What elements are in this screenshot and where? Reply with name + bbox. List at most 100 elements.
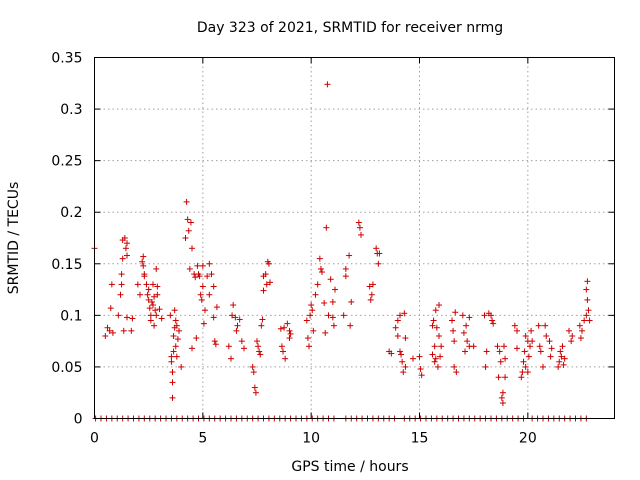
data-point	[306, 343, 312, 350]
data-point	[392, 324, 399, 331]
data-point	[258, 322, 265, 329]
data-point	[518, 374, 525, 381]
data-point	[376, 250, 383, 257]
data-point	[106, 327, 113, 334]
data-point	[197, 291, 204, 298]
data-point	[147, 312, 154, 319]
data-point	[462, 348, 468, 355]
data-point	[398, 351, 405, 358]
data-point	[450, 327, 457, 334]
data-point	[134, 281, 141, 288]
data-point	[418, 372, 425, 379]
data-point	[202, 307, 208, 314]
data-point	[189, 345, 195, 352]
data-point	[489, 317, 496, 324]
data-point	[121, 235, 128, 241]
data-point	[310, 327, 317, 334]
data-point	[168, 353, 175, 360]
data-point	[576, 322, 583, 329]
data-point	[212, 341, 219, 348]
data-point	[193, 335, 200, 342]
data-point	[483, 348, 490, 355]
data-point	[528, 327, 535, 334]
data-point	[566, 327, 572, 334]
data-point	[287, 330, 294, 337]
data-point	[277, 325, 284, 332]
data-point	[232, 314, 239, 321]
data-point	[129, 315, 136, 322]
data-point	[436, 332, 442, 339]
data-point	[122, 245, 129, 252]
data-point	[342, 265, 349, 272]
data-point	[204, 273, 211, 280]
data-point	[141, 273, 148, 280]
data-point	[251, 384, 258, 391]
data-point	[497, 358, 504, 365]
data-point	[211, 338, 218, 345]
data-point	[169, 394, 176, 401]
data-point	[186, 265, 193, 272]
data-point	[139, 258, 146, 265]
data-point	[482, 363, 489, 370]
data-point	[154, 291, 161, 298]
data-point	[281, 324, 288, 331]
data-point	[581, 317, 588, 324]
data-point	[369, 281, 376, 288]
data-point	[178, 363, 185, 370]
data-point	[488, 312, 494, 319]
data-point	[263, 281, 270, 288]
x-tick-label: 5	[198, 431, 207, 447]
data-point	[367, 296, 374, 303]
data-point	[501, 343, 507, 350]
data-point	[584, 278, 591, 285]
data-point	[569, 332, 576, 339]
data-point	[145, 296, 152, 303]
plot-frame	[94, 57, 615, 419]
data-point	[536, 343, 543, 350]
data-point	[397, 348, 403, 355]
y-axis-label: SRMTID / TECUs	[6, 182, 22, 295]
data-point	[463, 322, 470, 329]
data-point	[525, 353, 532, 360]
data-point	[107, 305, 114, 312]
data-point	[481, 312, 488, 319]
data-point	[304, 335, 311, 342]
data-point	[262, 271, 269, 278]
data-point	[417, 365, 424, 372]
data-point	[119, 255, 126, 262]
data-point	[402, 363, 409, 370]
data-point	[546, 338, 553, 345]
data-point	[120, 327, 127, 334]
data-point	[453, 369, 460, 376]
data-point	[140, 262, 147, 269]
data-point	[584, 296, 591, 303]
data-point	[167, 312, 174, 319]
data-point	[150, 302, 156, 309]
data-point	[169, 369, 176, 376]
y-tick-label: 0.05	[51, 360, 82, 376]
data-point	[150, 281, 156, 288]
data-point	[323, 224, 330, 231]
y-tick-label: 0.25	[51, 154, 82, 170]
data-point	[449, 317, 455, 324]
data-point	[340, 312, 347, 319]
data-point	[543, 332, 550, 339]
data-point	[117, 291, 124, 298]
data-point	[388, 350, 395, 357]
data-point	[452, 309, 459, 316]
data-point	[286, 327, 293, 334]
data-point	[555, 363, 562, 370]
data-point	[401, 310, 408, 317]
data-point	[254, 338, 260, 345]
data-point	[184, 216, 191, 223]
data-point	[199, 283, 206, 290]
data-point	[434, 363, 441, 370]
data-point	[312, 291, 319, 298]
data-point	[568, 338, 575, 345]
data-point	[577, 335, 584, 342]
data-point	[128, 327, 135, 334]
data-point	[148, 298, 155, 305]
data-point	[556, 358, 563, 365]
data-point	[322, 329, 329, 336]
